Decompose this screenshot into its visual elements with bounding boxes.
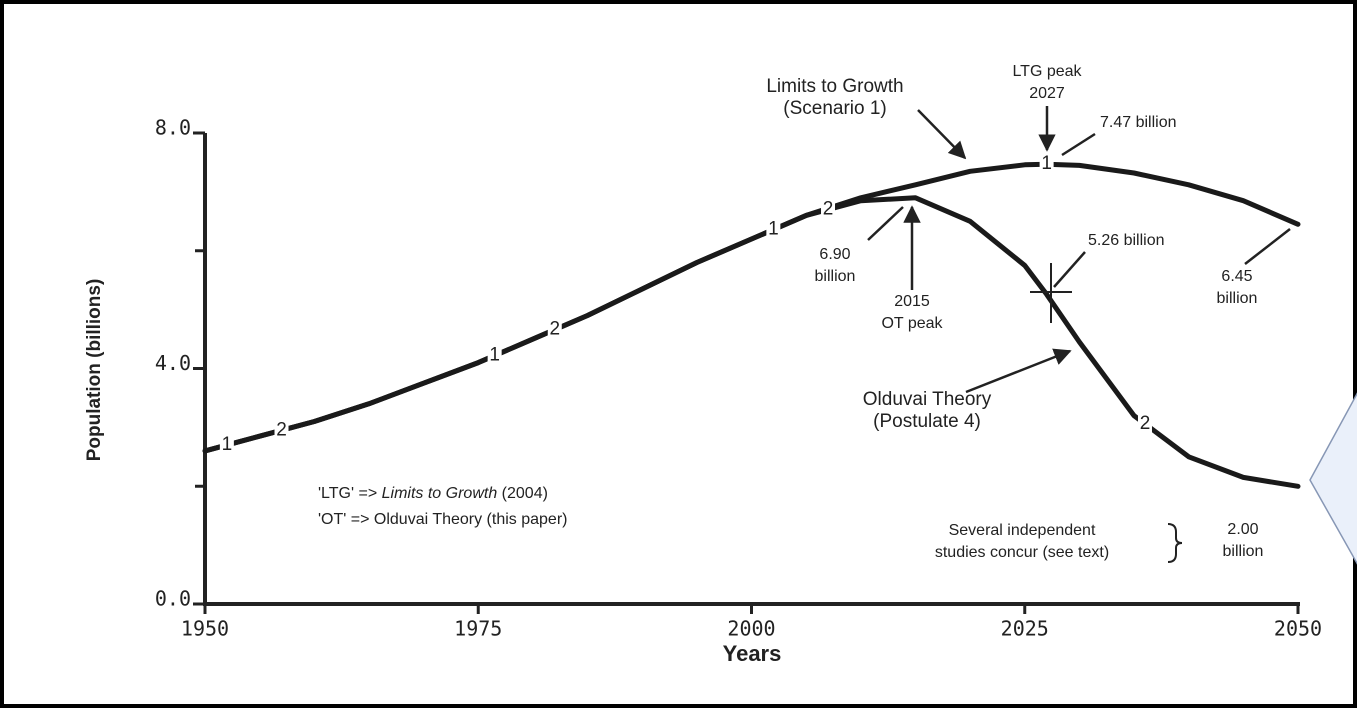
annotation-line [867, 206, 904, 241]
series-marker-bg [487, 344, 502, 367]
annotation: billion [1217, 290, 1258, 307]
annotation: (Scenario 1) [783, 98, 887, 119]
annotation: billion [1223, 543, 1264, 560]
series-marker: 2 [1140, 413, 1151, 434]
annotation: LTG peak [1012, 63, 1082, 80]
x-tick-label: 2000 [727, 617, 775, 641]
series-marker: 1 [489, 345, 500, 366]
series-marker-bg [547, 318, 562, 341]
annotation-arrow [965, 348, 1072, 394]
annotation: 2027 [1029, 85, 1065, 102]
x-axis-label: Years [723, 641, 782, 666]
annotation-arrow [917, 109, 967, 160]
annotation-line [1061, 132, 1096, 157]
series-marker-bg [1039, 153, 1054, 176]
y-axis-label: Population (billions) [84, 279, 105, 462]
note-part: 'LTG' => [318, 485, 382, 502]
annotation: 2.00 [1227, 521, 1258, 538]
y-tick-label: 8.0 [155, 116, 191, 140]
x-tick-label: 2025 [1001, 617, 1049, 641]
note: 'OT' => Olduvai Theory (this paper) [318, 511, 567, 528]
annotation: (Postulate 4) [873, 411, 981, 432]
annotation: Several independent [949, 522, 1096, 539]
series-marker-bg [766, 218, 781, 241]
note-part: Limits to Growth [382, 485, 498, 502]
annotation: studies concur (see text) [935, 544, 1109, 561]
brace [1167, 523, 1183, 563]
annotation-line [1053, 251, 1086, 288]
annotation: Limits to Growth [766, 76, 903, 97]
x-tick-label: 1950 [181, 617, 229, 641]
annotation: 5.26 billion [1088, 232, 1165, 249]
series-marker: 2 [823, 199, 834, 220]
note: 'LTG' => Limits to Growth (2004) [318, 485, 548, 502]
annotation: 7.47 billion [1100, 114, 1177, 131]
annotation: 6.90 [819, 246, 850, 263]
series-marker: 1 [1041, 153, 1052, 174]
series-marker-bg [219, 434, 234, 457]
annotation: 2015 [894, 293, 930, 310]
annotation-line [1244, 228, 1291, 265]
annotation: billion [815, 268, 856, 285]
series-marker-bg [1137, 412, 1152, 435]
y-tick-label: 0.0 [155, 587, 191, 611]
series-marker: 2 [276, 419, 287, 440]
note-part: 'OT' => Olduvai Theory (this paper) [318, 511, 567, 528]
series-marker-bg [821, 198, 836, 221]
series-marker: 1 [768, 219, 779, 240]
x-tick-label: 2050 [1274, 617, 1322, 641]
y-tick-label: 4.0 [155, 351, 191, 375]
callout-shape [1309, 392, 1357, 565]
annotation: Olduvai Theory [863, 389, 992, 410]
annotation: OT peak [881, 315, 943, 332]
series-marker: 1 [222, 434, 233, 455]
x-tick-label: 1975 [454, 617, 502, 641]
annotation: 6.45 [1221, 268, 1252, 285]
series-marker: 2 [549, 319, 560, 340]
note-part: (2004) [497, 485, 548, 502]
series-marker-bg [274, 419, 289, 442]
